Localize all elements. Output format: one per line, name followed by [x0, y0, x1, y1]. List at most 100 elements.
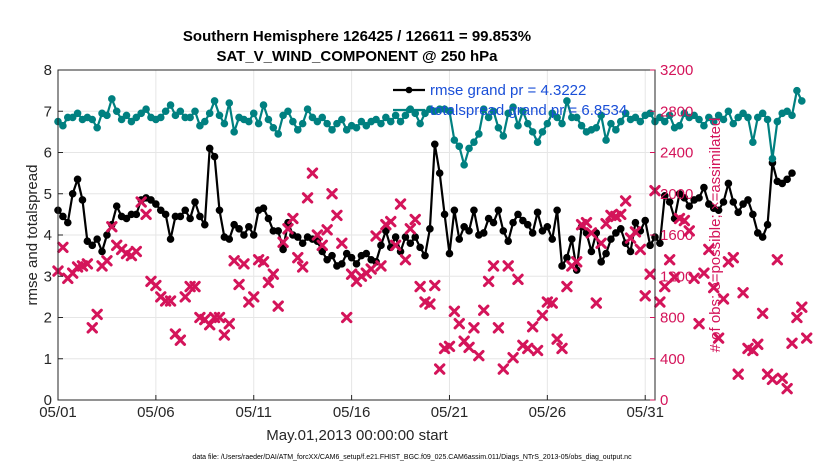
totalspread-point	[714, 111, 723, 120]
totalspread-point	[333, 119, 341, 128]
totalspread-point	[621, 109, 630, 118]
series-layer	[52, 86, 813, 395]
x-tick-label: 05/21	[431, 404, 469, 421]
obs-assimilated-point	[615, 208, 627, 221]
totalspread-point	[631, 113, 640, 122]
totalspread-point	[362, 121, 371, 130]
totalspread-point	[117, 115, 126, 124]
obs-assimilated-point	[213, 311, 226, 324]
x-tick-label: 05/26	[529, 404, 567, 421]
rmse-point	[470, 206, 478, 215]
obs-assimilated-point	[453, 317, 465, 330]
obs-assimilated-point	[443, 340, 456, 353]
totalspread-point	[68, 113, 77, 122]
totalspread-point	[465, 144, 473, 153]
rmse-point	[166, 235, 175, 243]
totalspread-point	[563, 97, 571, 105]
totalspread-point	[156, 113, 165, 122]
totalspread-point	[215, 111, 224, 120]
rmse-point	[205, 144, 214, 153]
rmse-point	[338, 260, 346, 268]
obs-assimilated-point	[473, 349, 485, 362]
rmse-point	[665, 198, 674, 206]
obs-assimilated-point	[683, 225, 695, 237]
obs-assimilated-point	[228, 255, 240, 267]
y-axis-label-left: rmse and totalspread	[24, 165, 41, 306]
totalspread-point	[289, 117, 297, 126]
totalspread-point	[690, 111, 698, 120]
obs-assimilated-markers	[52, 167, 813, 395]
rmse-point	[103, 231, 111, 239]
obs-assimilated-point	[668, 271, 681, 283]
totalspread-point	[171, 111, 180, 120]
totalspread-point	[377, 119, 385, 128]
rmse-point	[210, 152, 219, 161]
obs-assimilated-point	[556, 342, 568, 355]
totalspread-point	[798, 97, 806, 105]
totalspread-point	[323, 119, 331, 128]
rmse-point	[93, 235, 101, 243]
rmse-point	[196, 212, 204, 221]
rmse-point	[548, 235, 557, 243]
totalspread-point	[161, 107, 170, 116]
rmse-point	[377, 241, 385, 250]
rmse-point	[391, 233, 400, 241]
legend-marker-rmse	[405, 86, 413, 94]
y-tick-label-left: 3	[44, 268, 52, 285]
rmse-point	[318, 247, 327, 256]
totalspread-point	[342, 126, 351, 134]
legend-entry-totalspread: totalspread grand pr = 6.8534	[393, 102, 627, 119]
totalspread-point	[396, 117, 405, 126]
totalspread-point	[680, 109, 689, 118]
rmse-point	[749, 210, 757, 219]
totalspread-point	[636, 117, 645, 126]
obs-assimilated-point	[101, 255, 113, 267]
rmse-point	[161, 210, 170, 219]
obs-assimilated-point	[776, 372, 788, 385]
rmse-point	[230, 220, 238, 229]
obs-assimilated-point	[571, 256, 583, 268]
rmse-point	[406, 239, 415, 248]
rmse-point	[626, 247, 635, 256]
totalspread-point	[607, 119, 615, 128]
rmse-point	[362, 249, 371, 258]
totalspread-point	[338, 115, 346, 124]
rmse-point	[685, 202, 694, 210]
rmse-point	[225, 235, 234, 243]
rmse-point	[132, 210, 141, 219]
obs-assimilated-point	[756, 307, 769, 320]
obs-assimilated-point	[301, 192, 314, 204]
rmse-point	[734, 208, 742, 217]
rmse-point	[523, 220, 532, 229]
totalspread-point	[597, 111, 605, 120]
totalspread-point	[788, 111, 796, 120]
obs-assimilated-point	[800, 332, 813, 344]
obs-assimilated-point	[463, 341, 475, 354]
rmse-point	[342, 249, 351, 258]
totalspread-point	[479, 105, 488, 113]
totalspread-point	[749, 138, 757, 146]
totalspread-point	[523, 119, 532, 128]
totalspread-point	[386, 117, 395, 126]
obs-assimilated-point	[179, 291, 191, 303]
rmse-point	[201, 220, 209, 229]
y-tick-label-left: 8	[44, 62, 52, 79]
obs-assimilated-point	[218, 329, 231, 341]
rmse-point	[245, 222, 253, 231]
totalspread-point	[616, 117, 625, 126]
totalspread-point	[528, 128, 537, 136]
totalspread-point	[533, 138, 542, 146]
totalspread-point	[245, 117, 253, 126]
rmse-point	[98, 247, 106, 256]
totalspread-point	[166, 101, 175, 109]
rmse-point	[264, 214, 273, 223]
totalspread-point	[264, 115, 273, 124]
obs-assimilated-point	[580, 216, 593, 229]
obs-assimilated-point	[712, 332, 725, 344]
totalspread-point	[724, 107, 733, 116]
totalspread-point	[308, 113, 317, 122]
rmse-point	[382, 227, 390, 235]
obs-assimilated-point	[536, 309, 549, 322]
totalspread-point	[249, 109, 258, 118]
